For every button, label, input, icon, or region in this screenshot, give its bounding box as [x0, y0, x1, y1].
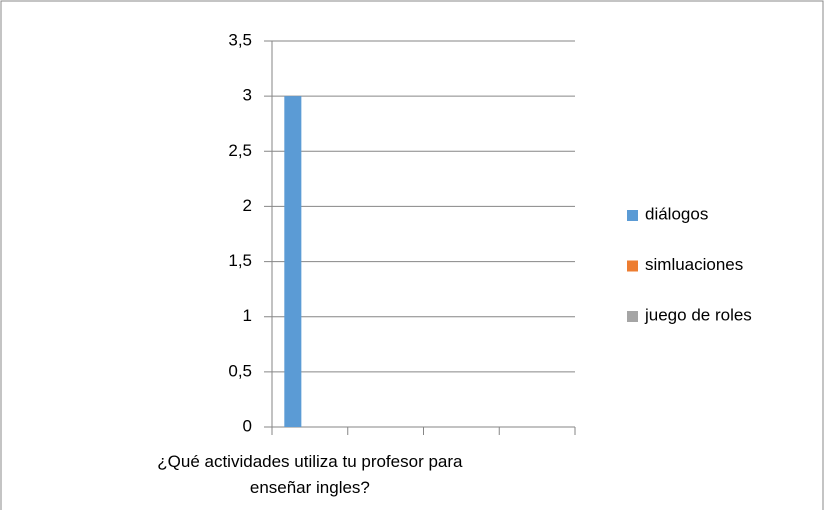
y-tick-label: 3	[243, 86, 252, 105]
legend-label: juego de roles	[644, 305, 752, 324]
legend-swatch	[627, 210, 638, 221]
y-tick-label: 3,5	[228, 30, 252, 49]
y-tick-label: 2,5	[228, 141, 252, 160]
legend-label: simluaciones	[645, 255, 743, 274]
y-tick-label: 2	[243, 196, 252, 215]
y-tick-label: 1	[243, 306, 252, 325]
y-tick-label: 0,5	[228, 361, 252, 380]
x-tick-label: ¿Qué actividades utiliza tu profesor par…	[157, 452, 463, 497]
legend-label: diálogos	[645, 204, 708, 223]
y-tick-label: 1,5	[228, 251, 252, 270]
y-tick-label: 0	[243, 416, 252, 435]
legend-swatch	[627, 311, 638, 322]
bar	[284, 96, 302, 428]
legend-swatch	[627, 260, 638, 272]
